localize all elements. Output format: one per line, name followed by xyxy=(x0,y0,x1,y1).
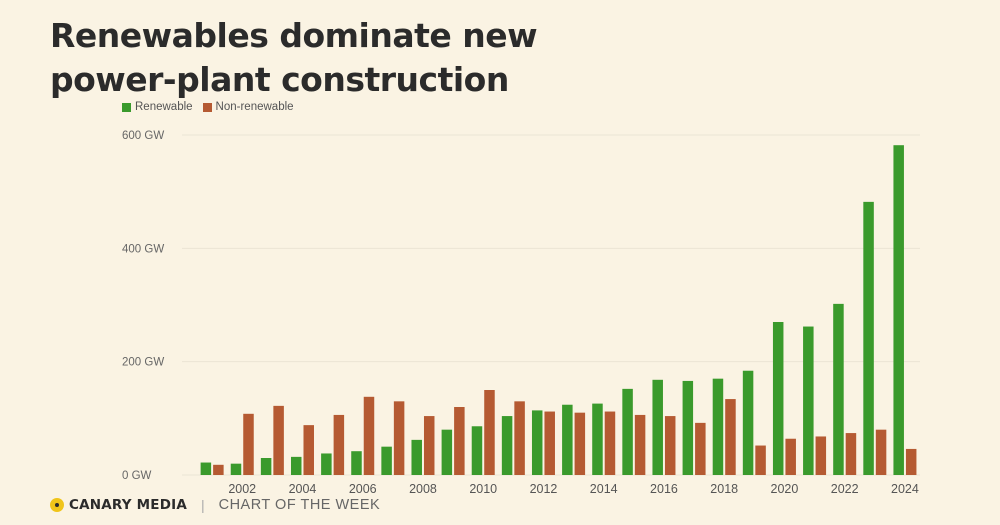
bar-nonrenewable-2007 xyxy=(393,401,405,475)
canary-dot-icon xyxy=(50,498,64,512)
section-label: CHART OF THE WEEK xyxy=(218,497,381,513)
x-tick-label-2020: 2020 xyxy=(771,482,799,496)
bar-nonrenewable-2003 xyxy=(273,405,284,475)
bar-nonrenewable-2008 xyxy=(423,416,435,475)
bar-renewable-2023 xyxy=(863,201,874,475)
bar-nonrenewable-2010 xyxy=(484,390,495,475)
legend-label-renewable: Renewable xyxy=(135,101,193,113)
bar-nonrenewable-2005 xyxy=(333,414,345,475)
legend-label-nonrenewable: Non-renewable xyxy=(215,101,294,113)
bar-renewable-2003 xyxy=(260,458,272,475)
bar-nonrenewable-2021 xyxy=(815,436,827,475)
bar-renewable-2008 xyxy=(411,439,422,475)
bar-renewable-2015 xyxy=(622,388,633,475)
bar-renewable-2021 xyxy=(803,326,814,475)
brand-name: CANARY MEDIA xyxy=(69,497,187,513)
bar-nonrenewable-2012 xyxy=(544,411,555,475)
bar-renewable-2002 xyxy=(230,463,242,475)
bar-nonrenewable-2002 xyxy=(243,413,254,475)
y-tick-label-200: 200 GW xyxy=(122,357,164,369)
bar-nonrenewable-2018 xyxy=(725,399,736,475)
bar-nonrenewable-2013 xyxy=(574,412,586,475)
bar-nonrenewable-2024 xyxy=(905,448,917,475)
bar-nonrenewable-2019 xyxy=(755,445,766,475)
bar-renewable-2020 xyxy=(772,322,784,475)
x-tick-label-2006: 2006 xyxy=(349,482,377,496)
bar-nonrenewable-2023 xyxy=(875,429,887,475)
y-tick-label-600: 600 GW xyxy=(122,130,164,142)
bar-renewable-2011 xyxy=(501,416,513,475)
bar-nonrenewable-2020 xyxy=(785,438,796,475)
bar-nonrenewable-2001 xyxy=(213,464,224,475)
bar-nonrenewable-2014 xyxy=(604,411,616,475)
bar-nonrenewable-2022 xyxy=(845,433,857,475)
bar-nonrenewable-2009 xyxy=(454,407,465,475)
title-line-2: power-plant construction xyxy=(50,60,509,99)
bar-renewable-2017 xyxy=(682,380,694,475)
bar-nonrenewable-2011 xyxy=(514,401,525,475)
x-tick-label-2018: 2018 xyxy=(710,482,738,496)
nonrenewable-swatch xyxy=(202,102,212,112)
x-tick-label-2014: 2014 xyxy=(590,482,618,496)
bar-renewable-2005 xyxy=(321,453,332,475)
legend-item-renewable: Renewable xyxy=(122,101,193,113)
bar-renewable-2014 xyxy=(592,403,603,475)
bar-nonrenewable-2017 xyxy=(695,422,706,475)
bar-nonrenewable-2016 xyxy=(664,416,676,475)
bar-renewable-2006 xyxy=(351,451,362,475)
legend: Renewable Non-renewable xyxy=(122,101,294,113)
legend-item-nonrenewable: Non-renewable xyxy=(202,101,294,113)
y-tick-label-0: 0 GW xyxy=(122,470,152,482)
bar-renewable-2024 xyxy=(893,145,904,475)
bar-renewable-2009 xyxy=(441,429,453,475)
bar-renewable-2019 xyxy=(742,370,754,475)
x-tick-label-2012: 2012 xyxy=(530,482,558,496)
x-tick-label-2002: 2002 xyxy=(228,482,256,496)
bar-renewable-2013 xyxy=(562,404,573,475)
renewable-swatch xyxy=(122,102,131,112)
bar-renewable-2012 xyxy=(531,410,543,475)
footer-separator: | xyxy=(200,497,205,513)
bar-renewable-2001 xyxy=(200,462,212,475)
bar-renewable-2004 xyxy=(290,456,302,475)
footer: CANARY MEDIA | CHART OF THE WEEK xyxy=(50,497,380,513)
x-tick-label-2024: 2024 xyxy=(891,482,919,496)
x-tick-label-2008: 2008 xyxy=(409,482,437,496)
bar-renewable-2010 xyxy=(471,426,483,475)
bar-nonrenewable-2006 xyxy=(363,396,375,475)
bar-renewable-2018 xyxy=(712,378,724,475)
title-line-1: Renewables dominate new xyxy=(50,16,538,55)
x-tick-label-2010: 2010 xyxy=(469,482,497,496)
x-tick-label-2004: 2004 xyxy=(289,482,317,496)
bar-nonrenewable-2015 xyxy=(634,414,646,475)
bar-renewable-2016 xyxy=(652,379,663,475)
bar-renewable-2007 xyxy=(381,446,392,475)
bar-nonrenewable-2004 xyxy=(303,425,314,475)
bar-renewable-2022 xyxy=(833,303,844,475)
chart-title: Renewables dominate new power-plant cons… xyxy=(50,14,750,102)
y-tick-label-400: 400 GW xyxy=(122,243,164,255)
x-tick-label-2016: 2016 xyxy=(650,482,678,496)
x-tick-label-2022: 2022 xyxy=(831,482,859,496)
